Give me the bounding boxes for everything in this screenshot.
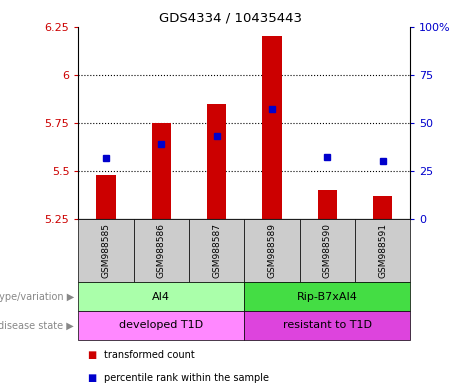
Bar <box>207 104 226 219</box>
Text: resistant to T1D: resistant to T1D <box>283 320 372 331</box>
Text: AI4: AI4 <box>152 291 171 302</box>
Bar <box>96 175 116 219</box>
Text: ■: ■ <box>88 373 97 383</box>
Bar <box>355 219 410 282</box>
Bar <box>318 190 337 219</box>
Text: developed T1D: developed T1D <box>119 320 203 331</box>
Bar <box>78 282 244 311</box>
Bar <box>152 123 171 219</box>
Text: GDS4334 / 10435443: GDS4334 / 10435443 <box>159 12 302 25</box>
Text: GSM988585: GSM988585 <box>101 223 111 278</box>
Bar <box>373 196 392 219</box>
Text: GSM988591: GSM988591 <box>378 223 387 278</box>
Bar <box>244 311 410 340</box>
Text: disease state ▶: disease state ▶ <box>0 320 74 331</box>
Bar <box>134 219 189 282</box>
Text: ■: ■ <box>88 350 97 360</box>
Text: GSM988586: GSM988586 <box>157 223 166 278</box>
Text: percentile rank within the sample: percentile rank within the sample <box>104 373 269 383</box>
Bar <box>262 36 282 219</box>
Text: genotype/variation ▶: genotype/variation ▶ <box>0 291 74 302</box>
Bar <box>244 219 300 282</box>
Text: GSM988590: GSM988590 <box>323 223 332 278</box>
Text: Rip-B7xAI4: Rip-B7xAI4 <box>297 291 358 302</box>
Bar <box>78 219 134 282</box>
Text: GSM988587: GSM988587 <box>212 223 221 278</box>
Bar <box>189 219 244 282</box>
Text: transformed count: transformed count <box>104 350 195 360</box>
Bar <box>244 282 410 311</box>
Text: GSM988589: GSM988589 <box>267 223 277 278</box>
Bar <box>78 311 244 340</box>
Bar <box>300 219 355 282</box>
